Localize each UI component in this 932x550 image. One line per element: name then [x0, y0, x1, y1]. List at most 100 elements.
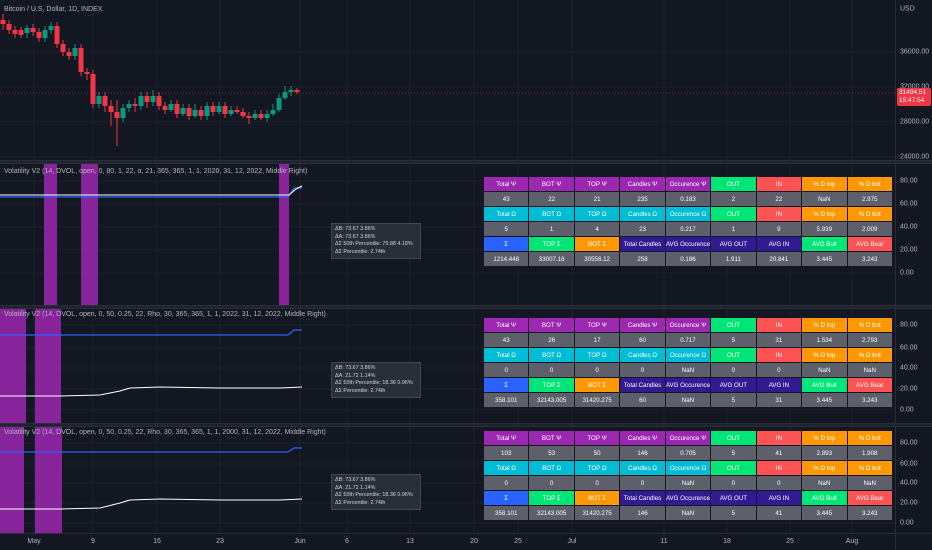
pane-divider[interactable]: [0, 305, 932, 309]
stats-value-cell: 20.841: [755, 251, 803, 267]
delta-a: ΔA: 21.72 1.14%: [335, 372, 376, 379]
candle-body: [54, 26, 60, 44]
stats-header-cell: Candles Ψ: [619, 430, 666, 446]
stats-header-cell: OUT: [710, 347, 757, 363]
stats-header-cell: BOT Ψ: [528, 176, 575, 192]
osc-tick: 0.00: [900, 406, 914, 414]
time-tick: 16: [153, 538, 161, 545]
delta-50th-percentile: ΔΣ 50th Percentile: 79.88 4.18%: [335, 241, 413, 248]
stats-header-cell: Occurence Ω: [664, 347, 712, 363]
stats-value-cell: 0.717: [664, 332, 712, 348]
candle-body: [144, 96, 150, 102]
time-tick: Jul: [567, 538, 577, 545]
stats-header-cell: Σ: [482, 377, 530, 393]
pane-divider[interactable]: [0, 423, 932, 427]
stats-row: Total Ψ BOT Ψ TOP Ψ Candles Ψ Occurence Ψ OUT…: [482, 317, 893, 333]
stats-value-cell: 5: [710, 392, 757, 408]
stats-header-cell: IN: [755, 176, 803, 192]
time-axis[interactable]: May 9 16 23 Jun 6 13 20 25 Jul 11 18 25 …: [0, 533, 895, 550]
stats-value-cell: 3.445: [801, 505, 848, 521]
stats-value-cell: 0.217: [664, 221, 712, 237]
stats-value-cell: 22: [528, 191, 575, 207]
delta-a: ΔA: 73.67 3.86%: [335, 233, 376, 240]
oscillator-axis[interactable]: 80.00 60.00 40.00 20.00 0.00: [895, 427, 932, 533]
time-tick: Jun: [294, 538, 306, 545]
candle-body: [252, 114, 258, 118]
delta-b: ΔB: 73.67 3.86%: [335, 226, 376, 232]
volatility-pane-3[interactable]: Volatility V2 (14, DVOL, open, 0, 50, 0.…: [0, 427, 932, 533]
delta-percentile: ΔΣ Percentile: 2.74th: [335, 499, 386, 506]
volatility-pane-2[interactable]: Volatility V2 (14, DVOL, open, 0, 50, 0.…: [0, 309, 932, 423]
stats-header-cell: Total Ψ: [482, 176, 530, 192]
price-axis[interactable]: USD 36000.00 32000.00 28000.00 24000.00: [895, 0, 932, 161]
stats-value-cell: 30556.12: [573, 251, 621, 267]
price-tick: 36000.00: [900, 48, 930, 56]
stats-value-cell: 26: [528, 332, 575, 348]
highlight-zone: [0, 309, 26, 423]
osc-tick: 40.00: [900, 364, 918, 372]
stats-row: Total Ψ BOT Ψ TOP Ψ Candles Ψ Occurence Ψ OUT…: [482, 430, 893, 446]
stats-value-cell: 31: [755, 392, 803, 408]
stats-value-cell: NaN: [664, 475, 712, 491]
candle-body: [162, 106, 168, 110]
candle-body: [42, 30, 48, 38]
stats-value-cell: NaN: [801, 191, 848, 207]
stats-value-cell: 31420.275: [573, 392, 621, 408]
stats-header-cell: AVG Bear: [846, 377, 893, 393]
stats-header-cell: Total Candles: [619, 377, 666, 393]
delta-percentile: ΔΣ Percentile: 2.74th: [335, 387, 386, 394]
candle-body: [180, 108, 186, 114]
stats-header-cell: % Ω bot: [846, 206, 893, 222]
indicator-title[interactable]: Volatility V2 (14, DVOL, open, 0, 80, 1,…: [4, 168, 308, 175]
candlestick-chart[interactable]: [0, 0, 895, 160]
stats-header-cell: % Ω top: [801, 347, 848, 363]
indicator-title[interactable]: Volatility V2 (14, DVOL, open, 0, 50, 0.…: [4, 429, 326, 436]
stats-header-cell: AVG IN: [755, 377, 803, 393]
candle-body: [48, 26, 54, 30]
candle-body: [72, 48, 78, 56]
price-pane[interactable]: Bitcoin / U.S. Dollar, 1D, INDEX USD 360…: [0, 0, 932, 161]
oscillator-axis[interactable]: 80.00 60.00 40.00 20.00 0.00: [895, 164, 932, 305]
stats-header-cell: Total Ω: [482, 347, 530, 363]
candle-body: [192, 110, 198, 116]
candle-body: [288, 90, 294, 92]
stats-header-cell: AVG Occurence: [664, 490, 712, 506]
highlight-zone: [279, 164, 289, 305]
stats-header-cell: % D top: [801, 430, 848, 446]
stats-header-cell: Σ: [482, 490, 530, 506]
last-price-tag: 31494.51 15:47:54: [897, 88, 931, 106]
price-plot[interactable]: Bitcoin / U.S. Dollar, 1D, INDEX: [0, 0, 895, 160]
candle-body: [234, 110, 240, 112]
volatility-plot-2[interactable]: Volatility V2 (14, DVOL, open, 0, 50, 0.…: [0, 309, 895, 423]
delta-a: ΔA: 21.72 1.14%: [335, 484, 376, 491]
stats-header-cell: Occurence Ψ: [664, 176, 712, 192]
volatility-pane-1[interactable]: Volatility V2 (14, DVOL, open, 0, 80, 1,…: [0, 164, 932, 305]
stats-header-cell: BOT Ψ: [528, 317, 575, 333]
stats-value-cell: 31: [755, 332, 803, 348]
candle-body: [120, 108, 126, 118]
stats-value-cell: 0: [573, 475, 621, 491]
price-tick: 24000.00: [900, 153, 930, 161]
osc-tick: 60.00: [900, 460, 918, 468]
volatility-plot-1[interactable]: Volatility V2 (14, DVOL, open, 0, 80, 1,…: [0, 164, 895, 305]
osc-tick: 20.00: [900, 246, 918, 254]
stats-header-cell: BOT Ω: [528, 206, 575, 222]
oscillator-axis[interactable]: 80.00 60.00 40.00 20.00 0.00: [895, 309, 932, 423]
stats-table: Total Ψ BOT Ψ TOP Ψ Candles Ψ Occurence Ψ OUT…: [482, 176, 893, 267]
volatility-plot-3[interactable]: Volatility V2 (14, DVOL, open, 0, 50, 0.…: [0, 427, 895, 533]
stats-header-cell: IN: [755, 430, 803, 446]
stats-value-cell: 5: [710, 445, 757, 461]
stats-header-cell: AVG Bull: [801, 490, 848, 506]
stats-value-cell: 5.939: [801, 221, 848, 237]
stats-table: Total Ψ BOT Ψ TOP Ψ Candles Ψ Occurence Ψ OUT…: [482, 317, 893, 408]
candle-body: [294, 90, 300, 92]
candle-body: [264, 114, 270, 118]
time-tick: May: [27, 538, 41, 545]
time-tick: 9: [91, 538, 95, 545]
stats-value-cell: 0: [755, 362, 803, 378]
highlight-zone: [81, 164, 98, 305]
indicator-title[interactable]: Volatility V2 (14, DVOL, open, 0, 50, 0.…: [4, 311, 326, 318]
stats-header-cell: IN: [755, 347, 803, 363]
pane-divider[interactable]: [0, 160, 932, 164]
